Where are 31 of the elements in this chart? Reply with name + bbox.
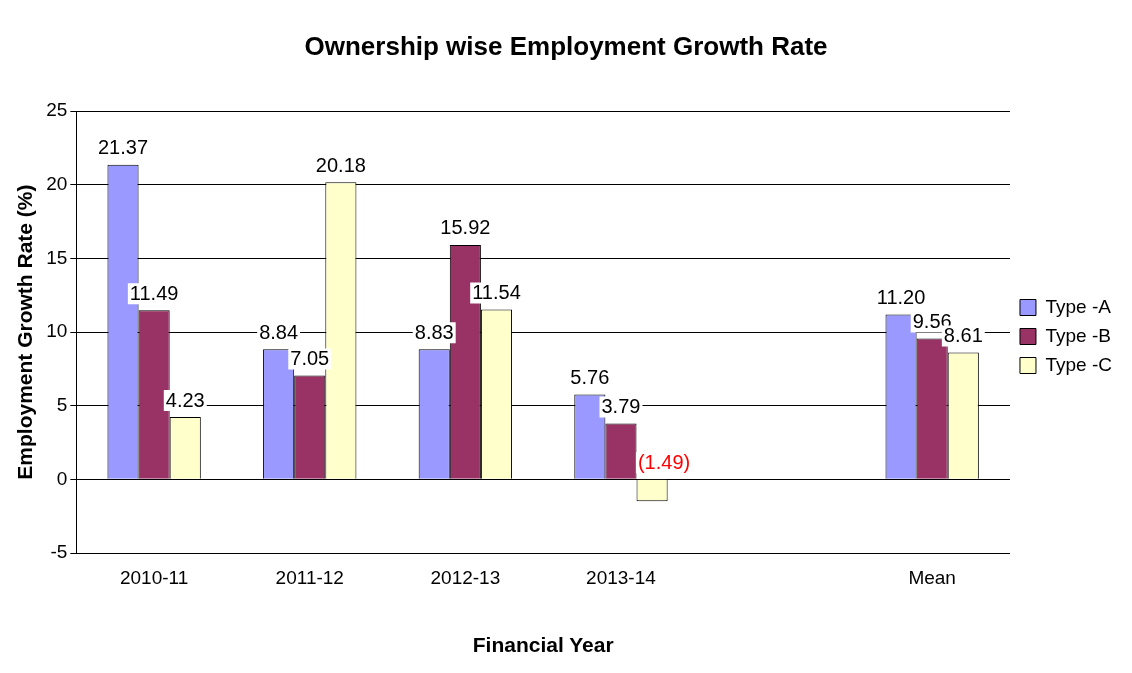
x-tick-label: 2010-11	[119, 566, 189, 588]
y-tick-label: 20	[46, 173, 68, 195]
data-label: 20.18	[315, 153, 366, 176]
y-tick-label: 10	[46, 320, 68, 342]
data-label: 15.92	[440, 216, 491, 239]
y-tick-label: -5	[50, 541, 68, 563]
data-label: 11.49	[129, 281, 179, 304]
data-label: 8.84	[259, 320, 299, 343]
data-label: 5.76	[570, 366, 610, 389]
x-tick-label: 2012-13	[430, 566, 501, 588]
x-axis-title: Financial Year	[472, 633, 614, 657]
data-label: 8.83	[414, 320, 454, 343]
x-tick-label: 2011-12	[275, 566, 344, 588]
y-tick-label: 0	[56, 467, 68, 489]
data-label: 21.37	[97, 136, 149, 159]
chart-title: Ownership wise Employment Growth Rate	[304, 30, 828, 61]
data-label: 11.20	[876, 285, 926, 308]
x-tick-label: 2013-14	[586, 566, 657, 588]
data-label: 4.23	[165, 388, 205, 411]
data-label: 3.79	[601, 395, 641, 418]
data-label: 7.05	[290, 347, 330, 370]
legend-label: Type -A	[1045, 295, 1112, 317]
y-tick-label: 15	[46, 246, 68, 268]
y-tick-label: 5	[56, 393, 68, 415]
y-axis-title: Employment Growth Rate (%)	[13, 184, 37, 480]
x-tick-label: Mean	[908, 566, 956, 588]
legend-label: Type -C	[1045, 353, 1113, 375]
data-label: (1.49)	[637, 450, 691, 473]
y-tick-label: 25	[46, 99, 68, 121]
data-label: 11.54	[472, 280, 521, 303]
legend-label: Type -B	[1045, 324, 1111, 346]
